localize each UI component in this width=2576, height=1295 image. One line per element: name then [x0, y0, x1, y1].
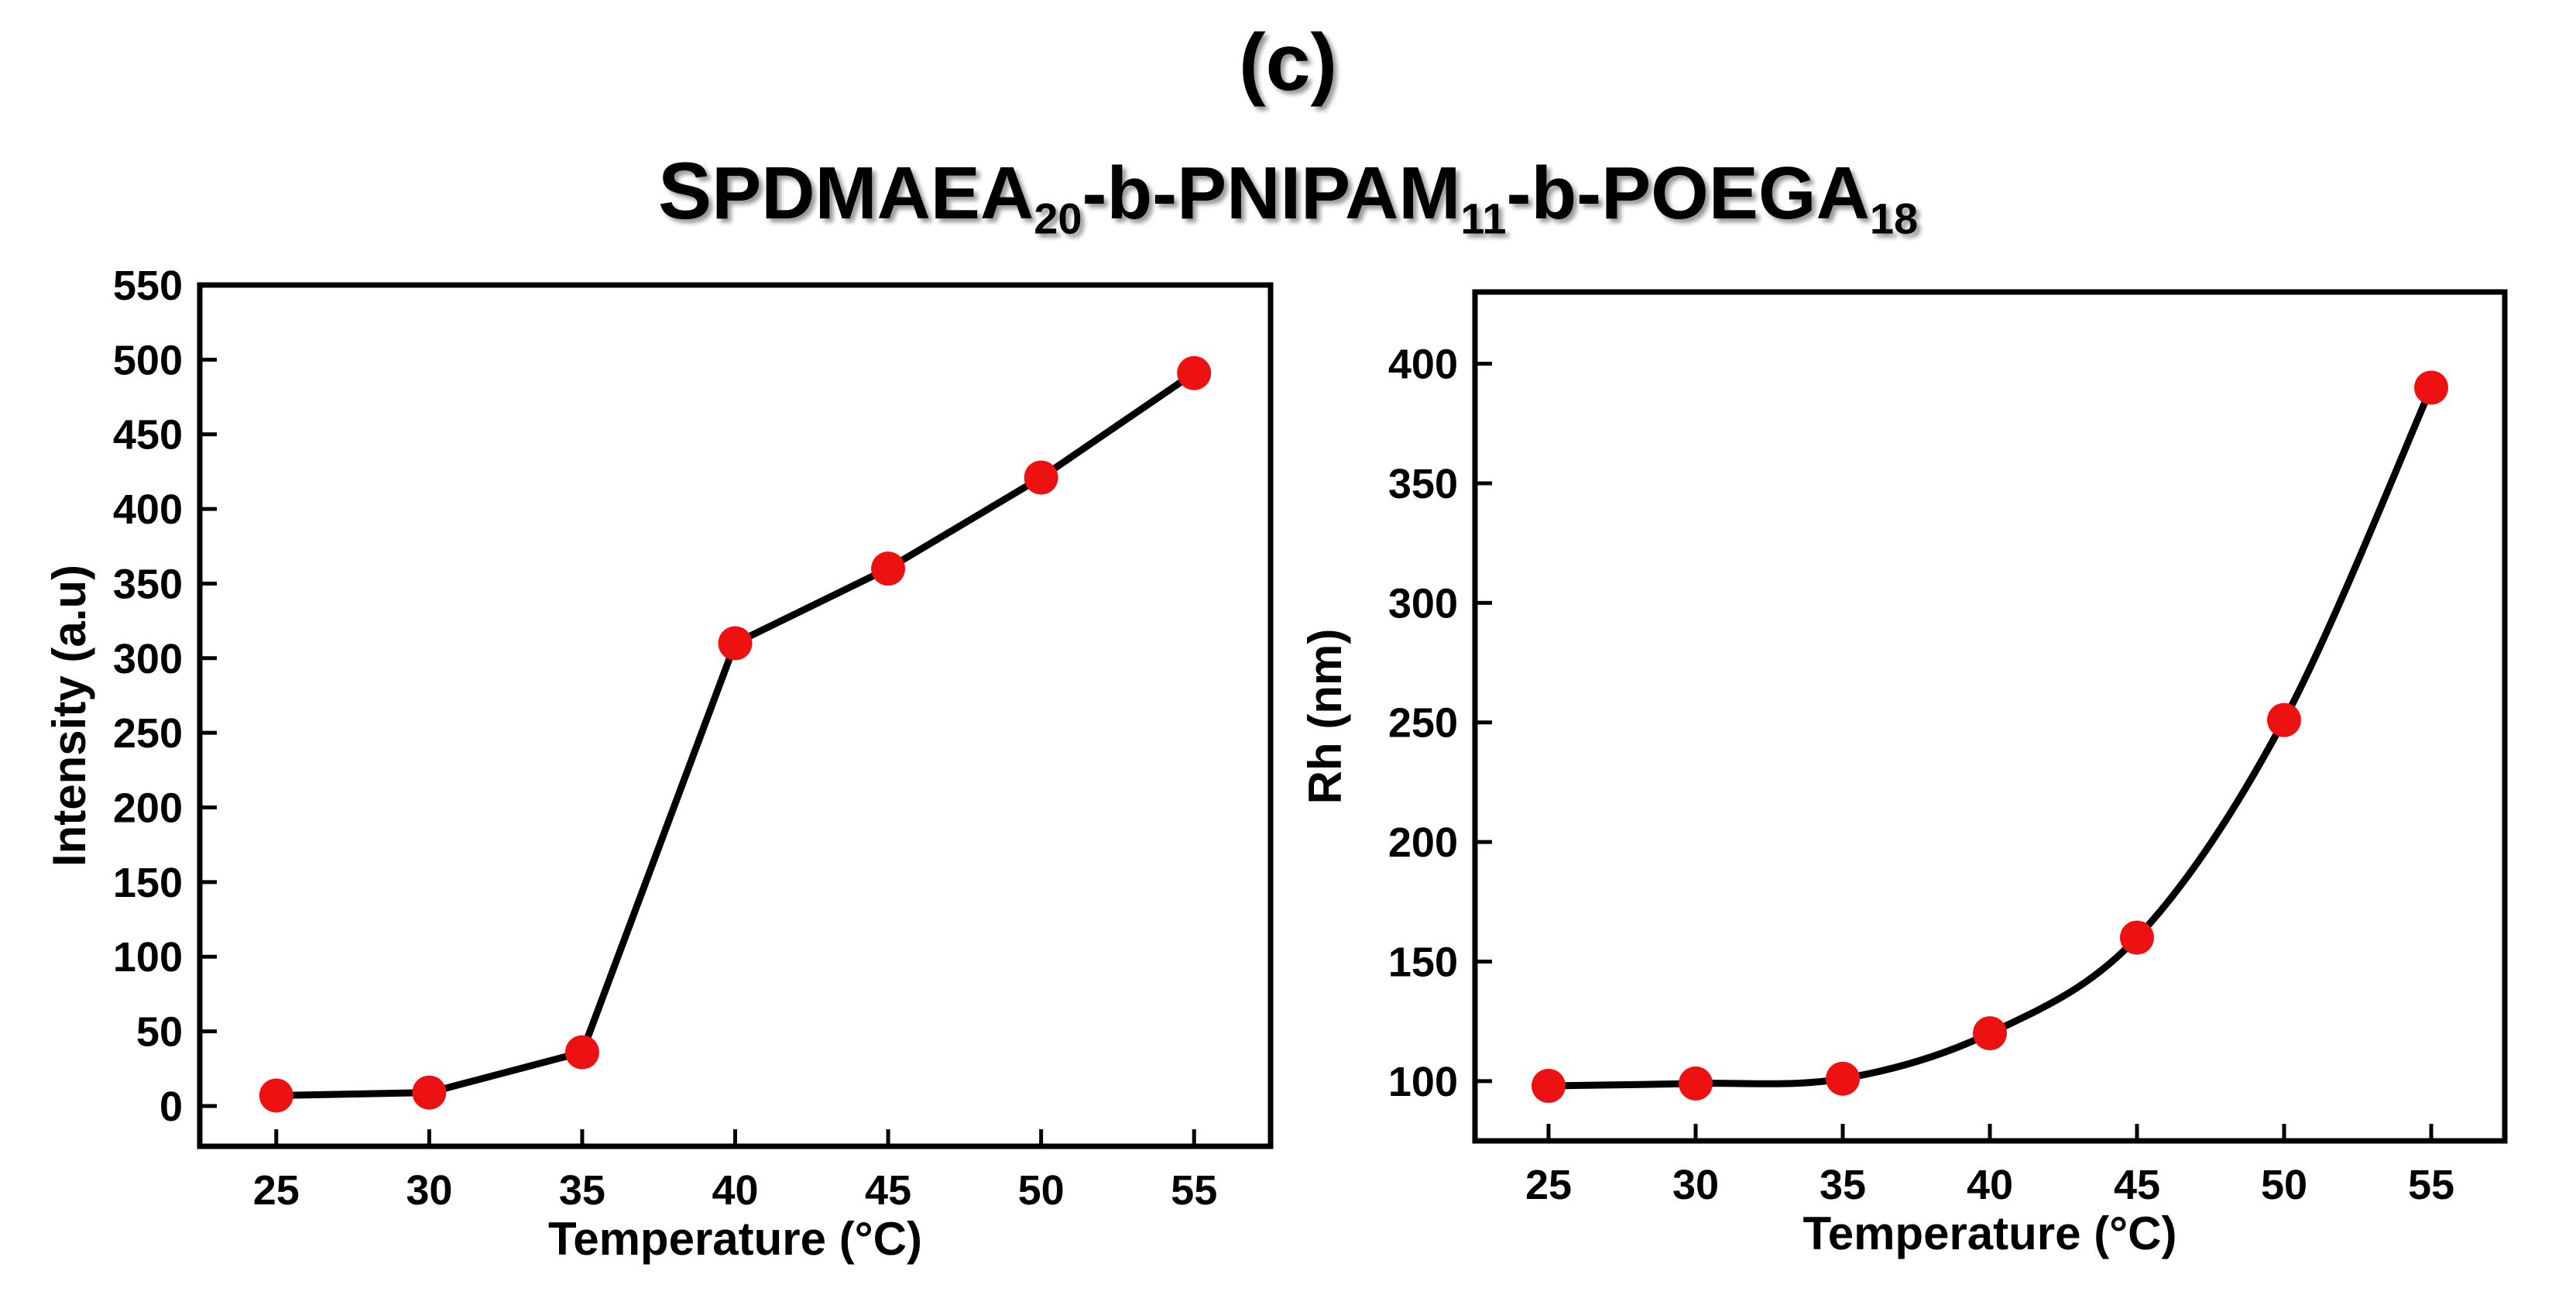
data-point	[564, 1035, 599, 1070]
x-tick-label: 35	[1820, 1162, 1866, 1208]
y-tick-label: 400	[1388, 342, 1458, 388]
y-axis-label: Intensity (a.u)	[43, 565, 95, 867]
y-tick-label: 150	[113, 860, 183, 906]
y-tick-label: 550	[113, 263, 183, 309]
title-text: -b-PNIPAM	[1082, 152, 1461, 235]
data-point	[1177, 356, 1212, 390]
y-tick-label: 500	[113, 337, 183, 383]
data-point	[1532, 1068, 1566, 1103]
data-point	[1826, 1061, 1860, 1096]
y-tick-label: 300	[1388, 580, 1458, 627]
x-tick-label: 40	[712, 1167, 758, 1214]
y-tick-label: 200	[113, 785, 183, 832]
x-tick-label: 55	[2408, 1162, 2454, 1208]
x-tick-label: 25	[1525, 1162, 1572, 1208]
title-subscript: 20	[1034, 194, 1082, 243]
y-tick-label: 100	[113, 934, 183, 981]
y-tick-label: 450	[113, 412, 183, 459]
plot-frame	[1472, 289, 2508, 1144]
data-point	[412, 1075, 447, 1110]
y-tick-label: 250	[113, 710, 183, 757]
y-tick-label: 0	[159, 1084, 183, 1130]
x-axis-label: Temperature (°C)	[1803, 1207, 2177, 1259]
figure-title: SPDMAEA20-b-PNIPAM11-b-POEGA18	[0, 146, 2576, 244]
intensity-chart: 25 30 35 40 45 50 5505010015020025030035040045…	[43, 263, 1274, 1265]
y-tick-label: 250	[1388, 700, 1458, 747]
y-tick-label: 100	[1388, 1059, 1458, 1105]
x-tick-label: 55	[1171, 1167, 1217, 1214]
x-tick-label: 50	[1018, 1167, 1065, 1214]
data-point	[2267, 702, 2301, 737]
y-tick-label: 150	[1388, 939, 1458, 985]
data-point	[2120, 920, 2154, 955]
title-subscript: 11	[1460, 194, 1507, 243]
y-tick-label: 350	[113, 561, 183, 607]
y-tick-label: 300	[113, 636, 183, 682]
x-tick-label: 35	[559, 1167, 605, 1214]
y-tick-label: 50	[136, 1009, 183, 1056]
y-tick-label: 400	[113, 486, 183, 533]
title-subscript: 18	[1869, 194, 1919, 243]
x-tick-label: 30	[406, 1167, 452, 1214]
series-line	[1548, 386, 2435, 1090]
panel-label: (c)	[1238, 18, 1338, 108]
title-text: -b-POEGA	[1506, 152, 1870, 235]
plot-frame	[197, 282, 1274, 1149]
x-tick-label: 50	[2261, 1162, 2307, 1208]
data-point	[1973, 1016, 2007, 1051]
x-tick-label: 45	[865, 1167, 911, 1214]
data-point	[259, 1078, 293, 1113]
title-text: S	[657, 146, 712, 236]
data-point	[871, 551, 906, 586]
x-tick-label: 40	[1967, 1162, 2013, 1208]
x-tick-label: 45	[2114, 1162, 2160, 1208]
x-tick-label: 30	[1672, 1162, 1719, 1208]
data-point	[1679, 1066, 1713, 1101]
title-text: PDMAEA	[712, 152, 1034, 235]
y-axis-label: Rh (nm)	[1299, 629, 1351, 805]
x-tick-label: 25	[253, 1167, 300, 1214]
data-point	[718, 626, 753, 661]
y-tick-label: 350	[1388, 461, 1458, 507]
data-point	[2414, 370, 2448, 405]
data-point	[1024, 460, 1058, 495]
y-tick-label: 200	[1388, 819, 1458, 866]
rh-chart: 25 30 35 40 45 50 55 100 150 200 250 300 350 400 Tempe…	[1299, 289, 2508, 1259]
x-axis-label: Temperature (°C)	[548, 1213, 922, 1265]
